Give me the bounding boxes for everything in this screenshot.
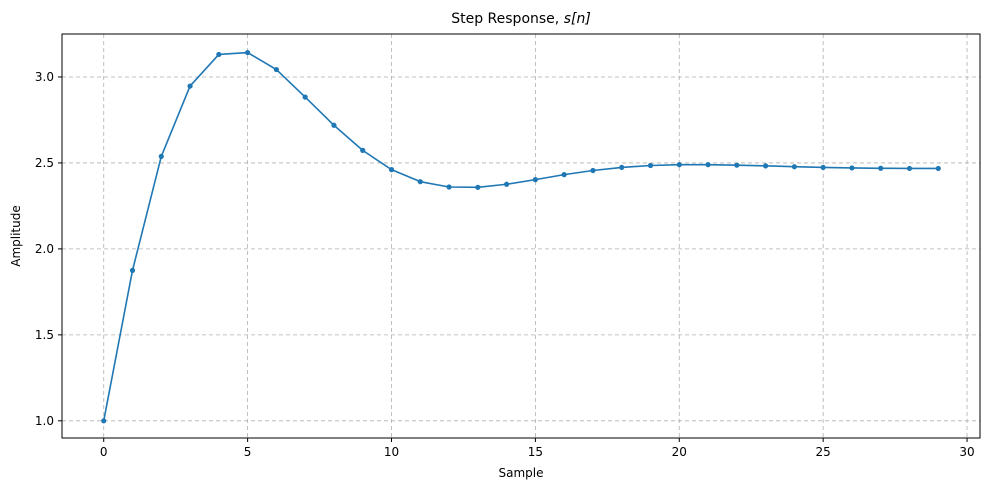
data-point [273, 66, 279, 73]
data-point [475, 184, 481, 190]
data-point [417, 179, 423, 185]
chart-title: Step Response, s[n] [451, 11, 591, 27]
chart-title-math: s[n] [564, 11, 591, 27]
data-point [619, 164, 625, 171]
data-point [705, 162, 711, 168]
y-tick-label: 1.0 [35, 414, 54, 428]
data-point [935, 165, 941, 172]
series-markers [101, 49, 941, 424]
series-line-layer [102, 51, 939, 421]
data-point [561, 172, 567, 178]
data-point [331, 122, 337, 128]
data-point [763, 163, 769, 169]
x-tick-label: 15 [528, 445, 543, 459]
y-tick-label: 2.0 [35, 242, 54, 256]
x-axis-ticks: 0 5 10 15 20 25 30 [100, 438, 975, 459]
x-tick-label: 30 [959, 445, 974, 459]
y-tick-label: 2.5 [35, 156, 54, 170]
data-point [101, 418, 107, 424]
plot-frame [61, 33, 981, 439]
data-point [532, 177, 538, 183]
chart-title-text: Step Response, [451, 11, 563, 27]
data-point [734, 162, 740, 168]
y-tick-label: 1.5 [35, 328, 54, 342]
y-axis-label: Amplitude [9, 205, 23, 267]
y-tick-label: 3.0 [35, 70, 54, 84]
data-point [590, 167, 596, 174]
x-tick-label: 0 [100, 445, 108, 459]
grid-lines [62, 34, 980, 438]
x-axis-label: Sample [499, 466, 544, 480]
data-point [849, 165, 855, 171]
data-point [187, 83, 193, 89]
series-line [102, 51, 939, 421]
data-point [791, 164, 797, 170]
data-point [216, 51, 222, 58]
x-tick-label: 5 [244, 445, 252, 459]
data-point [504, 181, 510, 187]
data-point [158, 153, 164, 160]
data-point [820, 164, 826, 171]
data-point [360, 147, 366, 153]
data-point [302, 94, 308, 100]
y-axis-ticks: 1.0 1.5 2.0 2.5 3.0 [35, 70, 62, 428]
x-tick-label: 25 [816, 445, 831, 459]
data-point [676, 162, 682, 168]
data-point [245, 49, 251, 56]
x-tick-label: 20 [672, 445, 687, 459]
data-point [129, 267, 136, 273]
data-point [878, 165, 884, 171]
data-point [906, 165, 913, 172]
data-point [647, 162, 654, 169]
data-point [446, 184, 452, 190]
x-tick-label: 10 [384, 445, 399, 459]
data-point [388, 167, 395, 173]
